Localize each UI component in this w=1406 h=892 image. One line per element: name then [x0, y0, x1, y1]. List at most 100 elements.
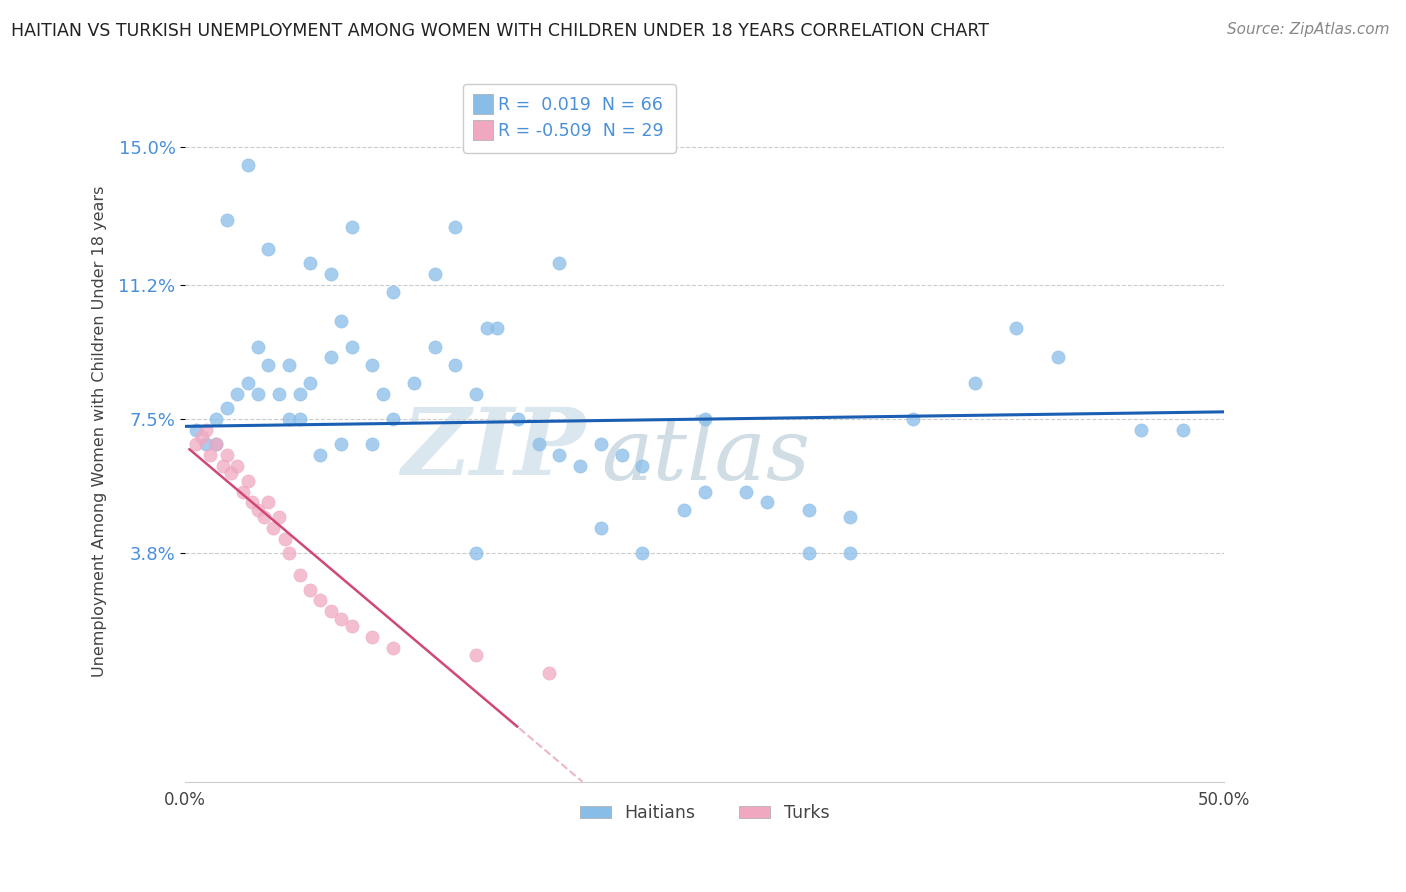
- Point: [247, 340, 270, 354]
- Point: [756, 495, 779, 509]
- Point: [423, 340, 446, 354]
- Point: [610, 448, 633, 462]
- Point: [215, 212, 238, 227]
- Point: [1046, 351, 1069, 365]
- Point: [330, 437, 353, 451]
- Point: [267, 510, 290, 524]
- Point: [298, 582, 321, 597]
- Point: [288, 568, 311, 582]
- Text: ZIP: ZIP: [401, 404, 585, 494]
- Point: [361, 358, 384, 372]
- Point: [319, 267, 342, 281]
- Point: [205, 412, 228, 426]
- Point: [247, 386, 270, 401]
- Point: [278, 358, 301, 372]
- Point: [215, 401, 238, 416]
- Text: atlas: atlas: [600, 415, 810, 498]
- Point: [340, 219, 363, 234]
- Point: [215, 448, 238, 462]
- Point: [382, 412, 405, 426]
- Point: [839, 510, 862, 524]
- Point: [839, 546, 862, 560]
- Text: HAITIAN VS TURKISH UNEMPLOYMENT AMONG WOMEN WITH CHILDREN UNDER 18 YEARS CORRELA: HAITIAN VS TURKISH UNEMPLOYMENT AMONG WO…: [11, 22, 990, 40]
- Point: [901, 412, 924, 426]
- Point: [537, 665, 560, 680]
- Text: Source: ZipAtlas.com: Source: ZipAtlas.com: [1226, 22, 1389, 37]
- Point: [631, 459, 654, 474]
- Point: [184, 437, 207, 451]
- Point: [361, 630, 384, 644]
- Point: [247, 502, 270, 516]
- Point: [226, 459, 249, 474]
- Point: [444, 219, 467, 234]
- Point: [298, 376, 321, 390]
- Point: [382, 640, 405, 655]
- Point: [444, 358, 467, 372]
- Point: [319, 604, 342, 618]
- Point: [257, 358, 280, 372]
- Point: [195, 437, 218, 451]
- Point: [288, 386, 311, 401]
- Point: [200, 448, 222, 462]
- Point: [309, 448, 332, 462]
- Point: [205, 437, 228, 451]
- Point: [1005, 321, 1028, 335]
- Point: [465, 386, 488, 401]
- Point: [219, 467, 242, 481]
- Point: [506, 412, 529, 426]
- Point: [232, 484, 254, 499]
- Point: [963, 376, 986, 390]
- Point: [735, 484, 758, 499]
- Point: [236, 158, 259, 172]
- Point: [672, 502, 695, 516]
- Point: [205, 437, 228, 451]
- Point: [240, 495, 263, 509]
- Point: [465, 546, 488, 560]
- Point: [589, 521, 612, 535]
- Y-axis label: Unemployment Among Women with Children Under 18 years: Unemployment Among Women with Children U…: [93, 186, 107, 678]
- Point: [226, 386, 249, 401]
- Point: [485, 321, 508, 335]
- Point: [797, 502, 820, 516]
- Point: [184, 423, 207, 437]
- Point: [330, 314, 353, 328]
- Point: [382, 285, 405, 300]
- Point: [797, 546, 820, 560]
- Legend: Haitians, Turks: Haitians, Turks: [572, 797, 837, 829]
- Point: [278, 546, 301, 560]
- Point: [274, 532, 297, 546]
- Point: [236, 474, 259, 488]
- Point: [330, 611, 353, 625]
- Point: [1171, 423, 1194, 437]
- Point: [288, 412, 311, 426]
- Point: [236, 376, 259, 390]
- Point: [309, 593, 332, 607]
- Point: [267, 386, 290, 401]
- Point: [340, 619, 363, 633]
- Point: [548, 448, 571, 462]
- Point: [589, 437, 612, 451]
- Point: [402, 376, 425, 390]
- Point: [319, 351, 342, 365]
- Point: [211, 459, 233, 474]
- Point: [361, 437, 384, 451]
- Point: [298, 256, 321, 270]
- Point: [257, 495, 280, 509]
- Point: [191, 430, 214, 444]
- Point: [475, 321, 498, 335]
- Point: [548, 256, 571, 270]
- Point: [527, 437, 550, 451]
- Point: [631, 546, 654, 560]
- Point: [253, 510, 276, 524]
- Point: [569, 459, 592, 474]
- Point: [195, 423, 218, 437]
- Point: [423, 267, 446, 281]
- Point: [262, 521, 284, 535]
- Point: [278, 412, 301, 426]
- Point: [257, 242, 280, 256]
- Point: [340, 340, 363, 354]
- Point: [1130, 423, 1153, 437]
- Point: [693, 484, 716, 499]
- Point: [465, 648, 488, 662]
- Point: [693, 412, 716, 426]
